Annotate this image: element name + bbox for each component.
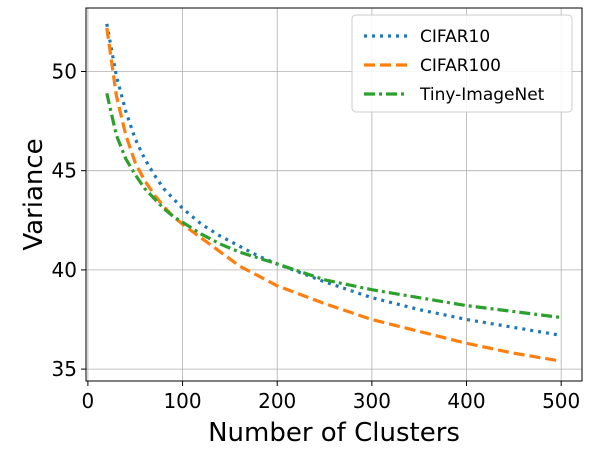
- x-tick-label: 0: [82, 389, 95, 413]
- legend-label: CIFAR10: [420, 27, 490, 47]
- y-tick-label: 50: [52, 59, 77, 83]
- series-line-tiny-imagenet: [105, 92, 562, 320]
- x-tick-label: 500: [542, 389, 580, 413]
- series-lines: [105, 23, 562, 363]
- series-line-cifar100: [105, 27, 562, 363]
- y-axis-label: Variance: [19, 138, 49, 250]
- y-tick-label: 40: [52, 258, 77, 282]
- legend-label: Tiny-ImageNet: [419, 85, 545, 105]
- legend: CIFAR10 CIFAR100 Tiny-ImageNet: [351, 14, 573, 113]
- x-tick-label: 200: [258, 389, 296, 413]
- x-tick-label: 300: [353, 389, 391, 413]
- series-line-cifar10: [105, 23, 562, 337]
- plot-frame: [85, 7, 583, 382]
- y-tick-label: 45: [52, 159, 77, 183]
- x-tick-label: 400: [447, 389, 485, 413]
- legend-label: CIFAR100: [420, 56, 501, 76]
- axis-ticks: 0 100 200 300 400 500 35 40 45 50: [52, 59, 581, 413]
- x-axis-label: Number of Clusters: [208, 418, 460, 448]
- x-tick-label: 100: [163, 389, 201, 413]
- y-tick-label: 35: [52, 357, 77, 381]
- legend-box: [351, 14, 573, 113]
